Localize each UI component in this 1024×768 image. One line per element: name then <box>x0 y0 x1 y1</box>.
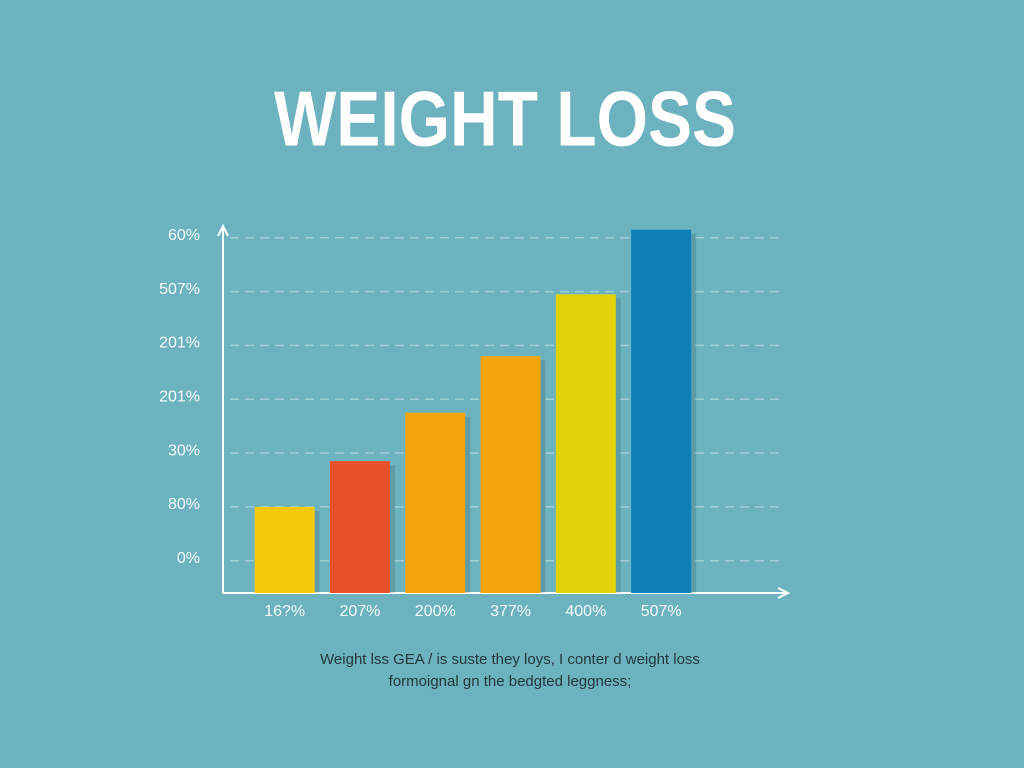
x-tick-label: 507% <box>641 603 682 620</box>
x-tick-label: 16?% <box>264 603 305 620</box>
y-tick-label: 507% <box>159 281 200 298</box>
y-tick-label: 201% <box>159 335 200 352</box>
bar <box>329 461 390 593</box>
x-tick-label: 400% <box>565 603 606 620</box>
caption-line: Weight lss GEA / is suste they loys, I c… <box>320 651 700 668</box>
x-tick-label: 207% <box>339 603 380 620</box>
bar <box>555 294 616 593</box>
y-tick-label: 80% <box>168 496 200 513</box>
bar <box>405 412 466 593</box>
chart-title: WEIGHT LOSS <box>274 75 736 163</box>
bar <box>254 506 315 593</box>
y-tick-label: 60% <box>168 227 200 244</box>
caption-line: formoignal gn the bedgted leggness; <box>389 673 632 690</box>
y-arrow <box>217 223 229 237</box>
bar <box>631 229 692 594</box>
y-tick-label: 0% <box>177 550 200 567</box>
bar <box>480 356 541 593</box>
x-tick-label: 377% <box>490 603 531 620</box>
y-tick-label: 201% <box>159 388 200 405</box>
y-tick-label: 30% <box>168 442 200 459</box>
x-arrow <box>777 587 791 599</box>
x-tick-label: 200% <box>415 603 456 620</box>
